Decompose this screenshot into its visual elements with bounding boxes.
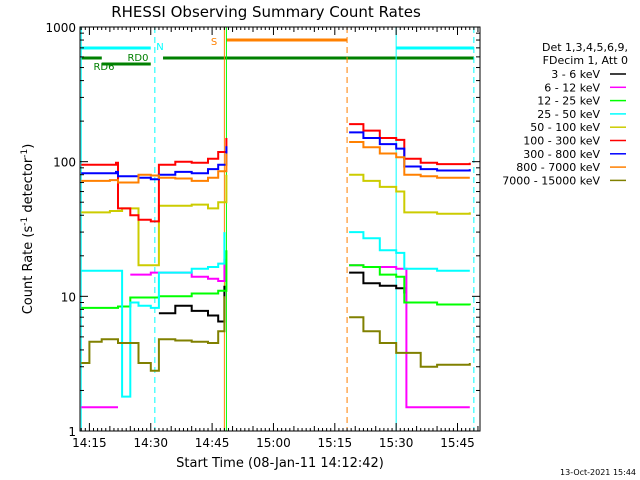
legend: Det 1,3,4,5,6,9,FDecim 1, Att 03 - 6 keV… (502, 41, 628, 187)
legend-entry-label: 300 - 800 keV (523, 148, 600, 161)
x-axis-ticks: 14:15 14:30 14:45 15:00 15:15 15:30 15:45 (72, 27, 479, 450)
legend-entry-label: 12 - 25 keV (537, 95, 600, 108)
legend-entry-label: 50 - 100 keV (530, 121, 600, 134)
series-7-segment-0 (81, 153, 228, 184)
series-5-segment-0 (81, 138, 228, 223)
y-tick-label: 1 (68, 425, 76, 439)
legend-entry-label: 25 - 50 keV (537, 108, 600, 121)
y-axis-label-main: Count Rate (s (21, 226, 36, 315)
series-8-segment-1 (349, 316, 471, 368)
series-7-segment-1 (349, 141, 470, 179)
footer-timestamp: 13-Oct-2021 15:44 (560, 468, 636, 477)
chart-title: RHESSI Observing Summary Count Rates (111, 3, 421, 21)
flag-label-rd0: RD0 (127, 53, 148, 64)
flag-label-s: S (211, 37, 217, 48)
legend-entry-label: 3 - 6 keV (551, 68, 600, 81)
series-3-segment-1 (349, 231, 470, 272)
x-axis-label: Start Time (08-Jan-11 14:12:42) (176, 456, 384, 471)
x-tick-label: 15:15 (318, 436, 353, 450)
legend-entry-label: 6 - 12 keV (544, 81, 600, 94)
y-axis-label: Count Rate (s-1 detector-1) (20, 144, 36, 315)
series-3-segment-0 (81, 232, 226, 398)
flag-label-rd6: RD6 (93, 62, 114, 73)
series-5-segment-1 (349, 123, 471, 166)
plot-frame (79, 26, 481, 432)
series-0-segment-0 (158, 285, 226, 323)
series-2-segment-0 (81, 250, 228, 309)
x-tick-label: 14:30 (133, 436, 168, 450)
series-6-segment-1 (349, 131, 471, 172)
flag-label-n: N (156, 42, 163, 53)
y-axis-ticks: 1 10 100 1000 (45, 21, 480, 439)
legend-entry-label: 100 - 300 keV (523, 135, 600, 148)
series-1-segment-1 (130, 258, 226, 282)
series-0-segment-1 (349, 271, 406, 294)
y-axis-label-sup2: -1 (20, 149, 30, 158)
x-tick-label: 14:15 (72, 436, 107, 450)
x-tick-label: 14:45 (195, 436, 230, 450)
y-tick-label: 1000 (45, 21, 76, 35)
x-tick-label: 15:00 (256, 436, 291, 450)
legend-entry-label: 7000 - 15000 keV (502, 174, 600, 187)
y-axis-label-tail: ) (21, 144, 36, 149)
y-tick-label: 10 (61, 290, 76, 304)
flag-bars: N S RD0 RD6 (81, 37, 474, 73)
series-2-segment-1 (349, 264, 471, 306)
y-tick-label: 100 (53, 156, 76, 170)
x-tick-label: 15:45 (440, 436, 475, 450)
series-4-segment-1 (349, 173, 471, 215)
y-axis-label-mid: detector (21, 157, 36, 217)
legend-header-line: Det 1,3,4,5,6,9, (542, 41, 628, 54)
series-8-segment-0 (81, 296, 226, 372)
data-series (81, 123, 471, 409)
vertical-markers (80, 27, 475, 431)
legend-entry-label: 800 - 7000 keV (516, 161, 600, 174)
legend-header-line: FDecim 1, Att 0 (543, 54, 628, 67)
x-tick-label: 15:30 (379, 436, 414, 450)
y-axis-label-sup1: -1 (20, 217, 30, 226)
